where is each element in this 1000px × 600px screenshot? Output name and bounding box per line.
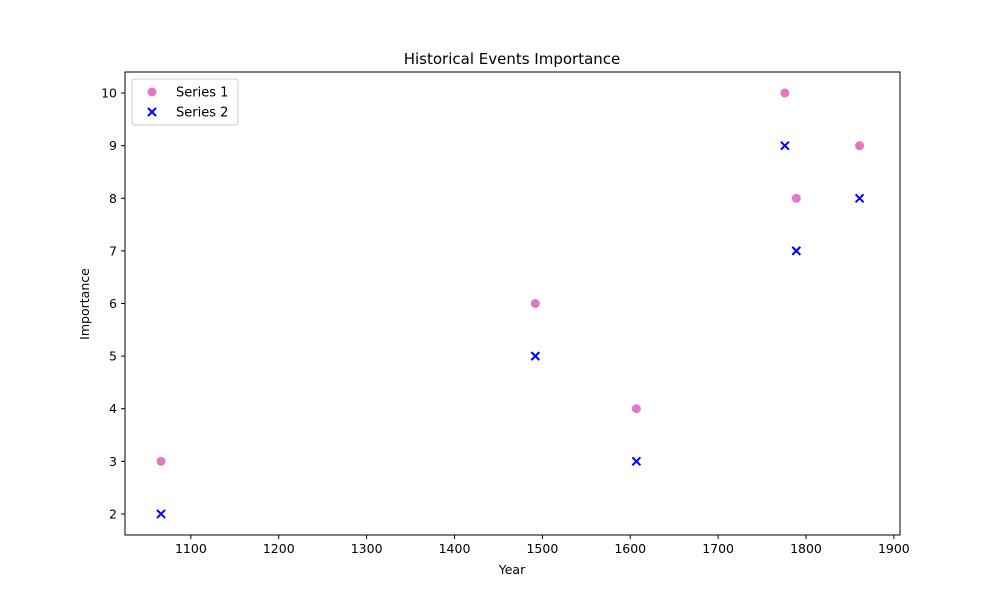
- data-point: [530, 351, 541, 361]
- data-point: [631, 456, 642, 467]
- data-point-stroke: [854, 193, 865, 203]
- data-point-stroke: [156, 509, 166, 519]
- data-point: [631, 404, 641, 414]
- x-tick-label: 1200: [263, 541, 295, 556]
- y-tick-label: 5: [109, 349, 117, 364]
- data-point: [156, 509, 166, 519]
- data-point: [530, 299, 540, 308]
- data-point: [854, 193, 865, 203]
- legend-box: [131, 78, 239, 126]
- data-point: [791, 193, 801, 203]
- legend-marker-stroke: [147, 107, 157, 117]
- data-point: [156, 456, 166, 466]
- legend-marker: [147, 87, 157, 97]
- x-tick-label: 1800: [790, 541, 822, 556]
- data-point-stroke: [530, 351, 541, 361]
- y-tick-label: 7: [109, 243, 117, 258]
- data-point-stroke: [631, 456, 642, 467]
- data-point: [780, 88, 790, 98]
- y-tick-label: 10: [101, 86, 117, 101]
- series-2: [156, 140, 865, 519]
- x-tick-label: 1700: [702, 541, 734, 556]
- legend-marker: [147, 107, 157, 117]
- y-tick-label: 6: [109, 296, 117, 311]
- plot-frame: [124, 71, 901, 536]
- x-tick-label: 1100: [175, 541, 207, 556]
- x-tick-label: 1300: [351, 541, 383, 556]
- data-point-stroke: [780, 140, 790, 151]
- legend-label: Series 2: [176, 106, 228, 121]
- x-tick-label: 1900: [878, 541, 910, 556]
- chart-title: Historical Events Importance: [404, 50, 621, 68]
- series-1: [156, 88, 865, 466]
- y-tick-label: 9: [109, 138, 117, 153]
- y-axis-title: Importance: [77, 268, 92, 340]
- y-tick-label: 3: [109, 454, 117, 469]
- y-tick-label: 4: [109, 401, 117, 416]
- data-point-stroke: [791, 246, 802, 256]
- legend-label: Series 1: [176, 86, 228, 101]
- y-tick-label: 8: [109, 191, 117, 206]
- legend: Series 1 Series 2: [131, 78, 239, 126]
- x-tick-label: 1600: [614, 541, 646, 556]
- plot-area: 1100 1200 1300 1400 1500 1600 1700 1800 1900 2 3 4 5…: [101, 71, 910, 556]
- x-tick-label: 1400: [439, 541, 471, 556]
- data-point: [791, 246, 802, 256]
- data-point: [780, 140, 790, 151]
- data-point: [855, 141, 865, 151]
- x-axis-title: Year: [498, 562, 526, 577]
- y-tick-label: 2: [109, 506, 117, 521]
- x-tick-label: 1500: [526, 541, 558, 556]
